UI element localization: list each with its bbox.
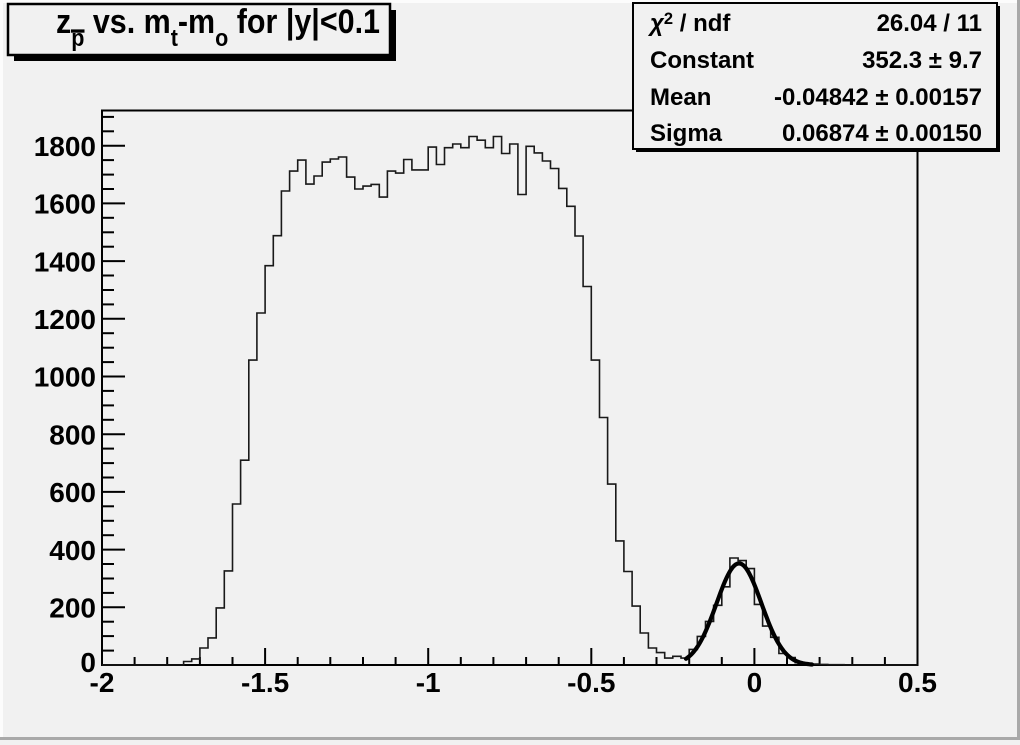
- svg-text:Sigma: Sigma: [650, 120, 723, 147]
- svg-text:-1.5: -1.5: [241, 667, 289, 698]
- svg-text:χ2 / ndf: χ2 / ndf: [647, 10, 731, 37]
- svg-text:0.06874 ± 0.00150: 0.06874 ± 0.00150: [782, 120, 982, 147]
- svg-text:800: 800: [49, 419, 96, 450]
- svg-text:Constant: Constant: [650, 47, 754, 74]
- svg-text:1400: 1400: [34, 246, 96, 277]
- svg-text:1800: 1800: [34, 131, 96, 162]
- svg-text:1200: 1200: [34, 304, 96, 335]
- svg-text:400: 400: [49, 535, 96, 566]
- svg-text:0: 0: [80, 647, 96, 678]
- svg-text:-0.5: -0.5: [567, 667, 615, 698]
- svg-text:26.04 / 11: 26.04 / 11: [877, 10, 982, 37]
- svg-text:0.5: 0.5: [898, 667, 937, 698]
- svg-text:Mean: Mean: [650, 84, 711, 111]
- svg-text:352.3 ± 9.7: 352.3 ± 9.7: [862, 47, 982, 74]
- svg-text:200: 200: [49, 593, 96, 624]
- svg-text:-1: -1: [416, 667, 441, 698]
- svg-text:1000: 1000: [34, 362, 96, 393]
- svg-text:0: 0: [747, 667, 763, 698]
- svg-text:600: 600: [49, 477, 96, 508]
- svg-text:1600: 1600: [34, 189, 96, 220]
- svg-text:-2: -2: [90, 667, 115, 698]
- svg-text:-0.04842 ± 0.00157: -0.04842 ± 0.00157: [774, 84, 982, 111]
